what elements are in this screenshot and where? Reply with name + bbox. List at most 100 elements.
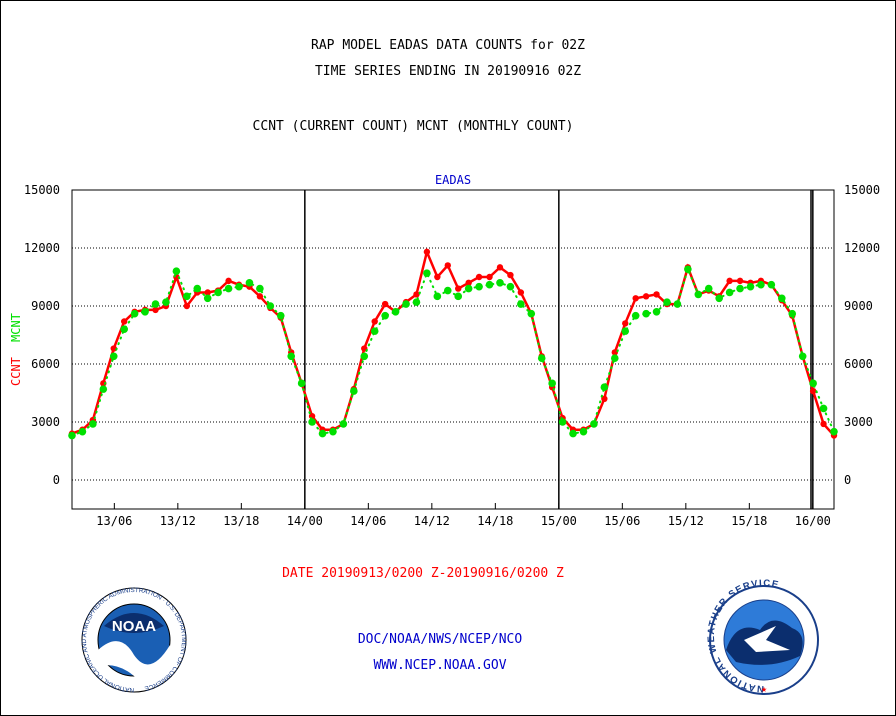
- data-point-mcnt: [694, 290, 703, 299]
- x-tick-label: 13/18: [223, 514, 259, 528]
- data-point-mcnt: [715, 294, 723, 303]
- footer-url-link[interactable]: WWW.NCEP.NOAA.GOV: [373, 658, 507, 673]
- data-point-ccnt: [611, 349, 618, 356]
- y-tick-label-left: 12000: [24, 241, 60, 255]
- y-tick-label-left: 6000: [31, 357, 60, 371]
- y-tick-label-right: 3000: [844, 415, 873, 429]
- data-point-mcnt: [433, 292, 442, 301]
- data-point-mcnt: [183, 292, 191, 301]
- data-point-mcnt: [162, 298, 170, 306]
- x-tick-label: 15/12: [668, 514, 704, 528]
- data-point-ccnt: [632, 295, 639, 302]
- data-point-mcnt: [788, 309, 797, 318]
- data-point-mcnt: [684, 265, 692, 274]
- data-point-mcnt: [443, 286, 452, 295]
- data-point-ccnt: [444, 262, 451, 269]
- y-tick-label-right: 0: [844, 473, 851, 487]
- data-point-ccnt: [183, 302, 191, 310]
- data-point-mcnt: [350, 387, 358, 395]
- x-tick-label: 15/18: [731, 514, 767, 528]
- data-point-mcnt: [569, 429, 577, 438]
- data-point-mcnt: [537, 354, 546, 363]
- data-point-ccnt: [653, 291, 660, 298]
- data-point-ccnt: [100, 380, 107, 387]
- data-point-mcnt: [287, 352, 296, 361]
- x-tick-label: 13/12: [160, 514, 196, 528]
- data-point-ccnt: [820, 420, 827, 428]
- data-point-mcnt: [68, 431, 76, 440]
- data-point-mcnt: [736, 284, 744, 293]
- x-tick-label: 14/18: [477, 514, 513, 528]
- data-point-ccnt: [371, 318, 378, 325]
- data-point-ccnt: [413, 291, 420, 298]
- data-point-mcnt: [412, 298, 421, 306]
- data-point-mcnt: [809, 379, 817, 388]
- data-point-mcnt: [704, 284, 713, 293]
- data-point-ccnt: [736, 277, 744, 285]
- y-tick-label-left: 15000: [24, 183, 60, 197]
- data-point-mcnt: [558, 418, 567, 426]
- x-tick-label: 16/00: [795, 514, 831, 528]
- data-point-mcnt: [89, 420, 97, 428]
- data-point-ccnt: [642, 293, 650, 300]
- date-range-label: DATE 20190913/0200 Z-20190916/0200 Z: [282, 566, 564, 581]
- data-point-mcnt: [141, 308, 149, 316]
- data-point-mcnt: [151, 300, 160, 308]
- data-point-ccnt: [475, 273, 483, 281]
- y-tick-label-left: 9000: [31, 299, 60, 313]
- data-point-mcnt: [496, 279, 504, 287]
- data-point-mcnt: [663, 298, 671, 306]
- x-tick-label: 13/06: [96, 514, 132, 528]
- y-label-ccnt: CCNT: [9, 357, 23, 386]
- data-point-mcnt: [391, 308, 400, 316]
- data-point-ccnt: [225, 277, 232, 285]
- data-point-mcnt: [235, 282, 243, 291]
- data-point-mcnt: [370, 327, 379, 335]
- data-point-mcnt: [193, 284, 202, 293]
- data-point-mcnt: [590, 420, 598, 428]
- data-point-mcnt: [99, 385, 108, 393]
- x-tick-label: 14/00: [287, 514, 323, 528]
- data-point-mcnt: [78, 427, 87, 436]
- y-tick-label-right: 15000: [844, 183, 880, 197]
- data-point-ccnt: [204, 289, 211, 296]
- data-point-mcnt: [318, 429, 327, 438]
- data-point-ccnt: [256, 293, 264, 300]
- data-point-ccnt: [434, 273, 441, 281]
- data-point-mcnt: [673, 300, 682, 308]
- data-point-mcnt: [297, 379, 306, 388]
- chart-title-line-1: RAP MODEL EADAS DATA COUNTS for 02Z: [311, 38, 585, 53]
- data-point-ccnt: [809, 387, 817, 395]
- data-point-mcnt: [130, 309, 139, 318]
- y-tick-label-left: 3000: [31, 415, 60, 429]
- data-point-mcnt: [517, 300, 525, 308]
- data-point-mcnt: [266, 302, 275, 310]
- data-point-mcnt: [245, 279, 254, 287]
- x-tick-label: 15/00: [541, 514, 577, 528]
- footer-org-label: DOC/NOAA/NWS/NCEP/NCO: [357, 632, 523, 647]
- data-point-mcnt: [757, 280, 765, 289]
- data-point-ccnt: [517, 289, 525, 296]
- y-tick-label-right: 6000: [844, 357, 873, 371]
- data-point-mcnt: [172, 267, 181, 276]
- data-point-ccnt: [455, 285, 462, 292]
- data-point-mcnt: [203, 294, 212, 303]
- y-label-mcnt: MCNT: [9, 313, 23, 342]
- data-point-mcnt: [224, 284, 233, 293]
- data-point-mcnt: [746, 282, 755, 291]
- series-line-ccnt: [71, 247, 835, 437]
- data-point-mcnt: [454, 292, 463, 301]
- data-point-mcnt: [423, 269, 431, 277]
- data-point-mcnt: [819, 404, 828, 413]
- data-point-mcnt: [360, 352, 369, 361]
- data-point-mcnt: [214, 288, 222, 297]
- data-point-ccnt: [507, 271, 514, 279]
- chart-title-line-2: TIME SERIES ENDING IN 20190916 02Z: [314, 64, 582, 79]
- data-point-mcnt: [402, 300, 410, 308]
- data-point-mcnt: [120, 325, 128, 334]
- x-tick-label: 14/06: [350, 514, 386, 528]
- y-tick-label-right: 12000: [844, 241, 880, 255]
- data-point-mcnt: [308, 418, 316, 426]
- data-point-mcnt: [767, 280, 776, 289]
- data-point-mcnt: [475, 282, 483, 291]
